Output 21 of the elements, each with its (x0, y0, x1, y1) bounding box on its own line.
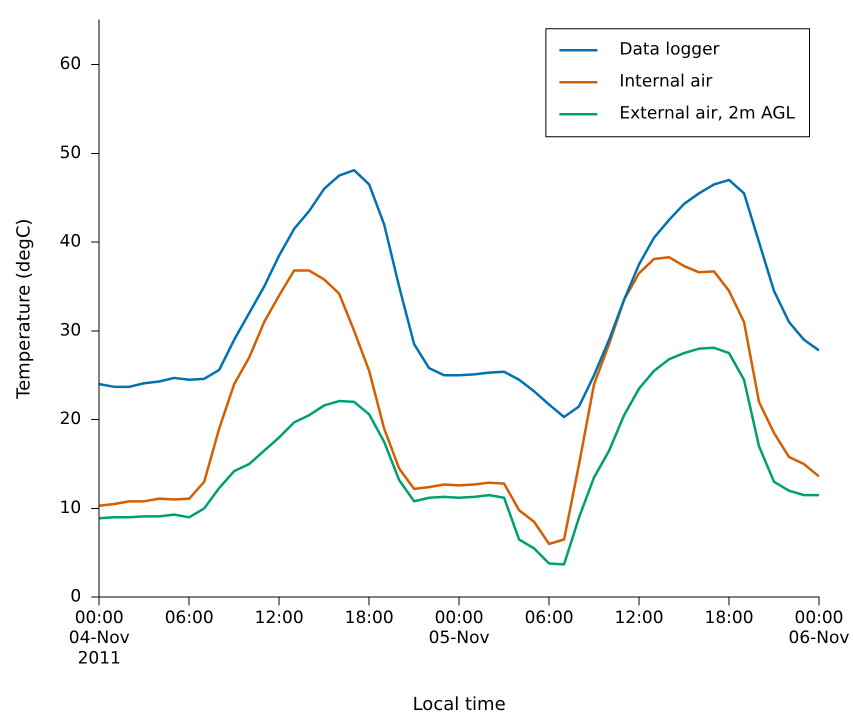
y-tick-label: 10 (60, 498, 82, 518)
y-tick-label: 60 (60, 54, 82, 74)
x-tick-label: 00:00 04-Nov 2011 (68, 608, 130, 669)
x-tick-label: 18:00 (344, 608, 394, 628)
y-tick-label: 50 (60, 142, 82, 163)
legend-label: External air, 2m AGL (619, 104, 796, 124)
x-tick-label: 00:00 05-Nov (428, 608, 490, 648)
y-tick-label: 0 (70, 586, 82, 607)
y-axis-title: Temperature (degC) (13, 218, 34, 400)
y-tick-label: 40 (60, 232, 82, 252)
x-tick-label: 12:00 (254, 608, 304, 628)
y-tick-label: 30 (60, 320, 82, 340)
x-tick-label: 00:00 06-Nov (788, 608, 850, 648)
x-tick-label: 06:00 (524, 608, 574, 628)
legend-label: Internal air (619, 72, 712, 92)
y-tick-label: 20 (60, 409, 82, 430)
x-tick-label: 06:00 (164, 608, 214, 628)
x-tick-label: 18:00 (704, 608, 754, 628)
x-tick-label: 12:00 (614, 608, 664, 628)
x-axis-title: Local time (412, 694, 506, 715)
legend-label: Data logger (619, 40, 720, 60)
